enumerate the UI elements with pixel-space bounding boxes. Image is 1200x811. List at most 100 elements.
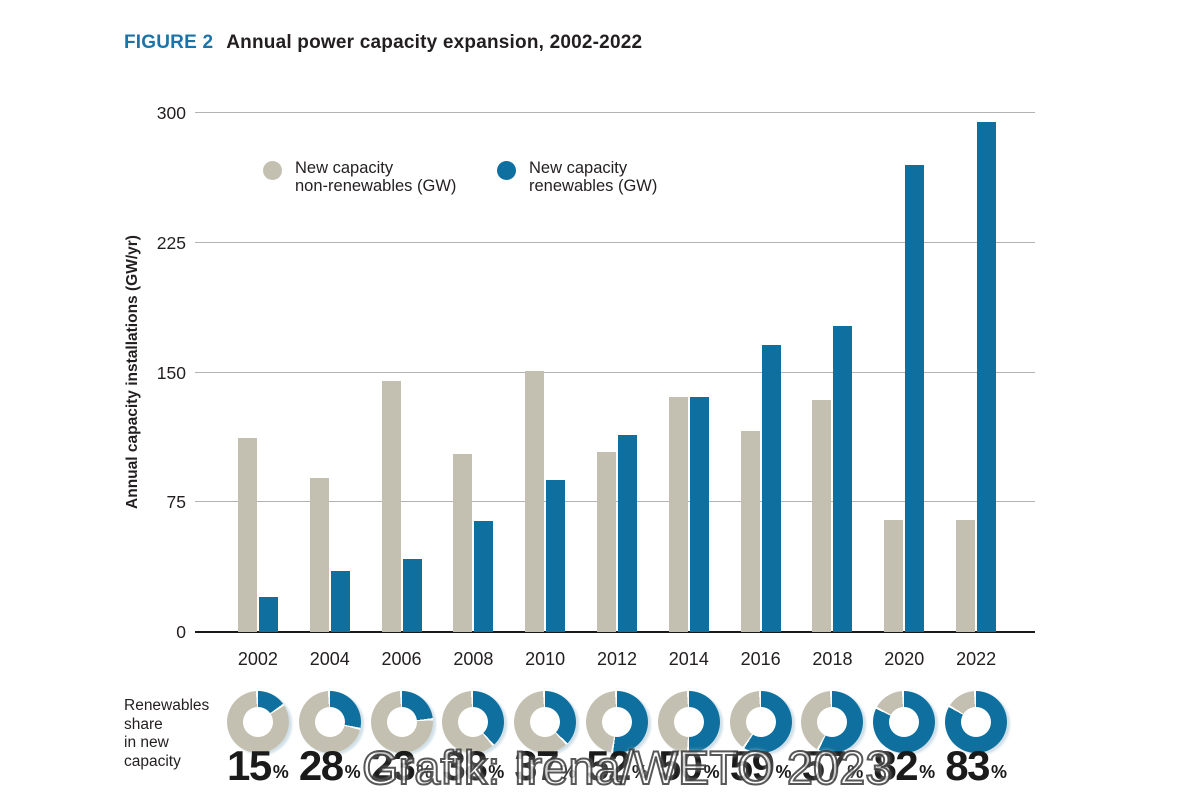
- share-number: 52: [586, 742, 631, 789]
- x-tick-2018: 2018: [812, 649, 853, 669]
- bar-renewables-2014: [689, 396, 709, 632]
- bar-renewables-2012: [617, 434, 637, 632]
- figure-title: FIGURE 2 Annual power capacity expansion…: [124, 32, 642, 54]
- bar-non-renewables-2008: [453, 453, 473, 632]
- renewables-share-value-2012: 52%: [586, 742, 648, 789]
- percent-sign: %: [919, 762, 936, 782]
- bar-non-renewables-2004: [309, 478, 329, 632]
- share-number: 59: [729, 742, 775, 789]
- renewables-share-value-2004: 28%: [298, 742, 361, 789]
- bar-renewables-2022: [977, 121, 997, 632]
- share-number: 28: [298, 742, 344, 789]
- renewables-share-label-line: Renewables: [124, 697, 210, 714]
- renewables-share-value-2020: 82%: [873, 742, 936, 789]
- renewables-share-donut-2020: [873, 691, 936, 753]
- bar-group-2014: [653, 113, 725, 632]
- legend-label-line: New capacity: [529, 159, 628, 177]
- bar-renewables-2020: [905, 164, 925, 632]
- renewables-share-donut-2004: [298, 691, 361, 753]
- percent-sign: %: [560, 762, 577, 782]
- bar-group-2022: [940, 113, 1012, 632]
- donut-hole: [242, 707, 273, 737]
- y-tick-0: 0: [176, 622, 186, 642]
- donut-hole: [817, 707, 848, 737]
- figure-title-text: Annual power capacity expansion, 2002-20…: [226, 32, 643, 53]
- donut-hole: [458, 707, 489, 737]
- x-tick-2004: 2004: [309, 649, 350, 669]
- gridline-300: [195, 112, 1035, 113]
- donut-hole: [530, 707, 561, 737]
- bar-group-2004: [294, 113, 366, 632]
- x-tick-2008: 2008: [453, 649, 494, 669]
- donut-hole: [889, 707, 920, 737]
- x-axis-line: [195, 631, 1035, 633]
- bar-group-2020: [868, 113, 940, 632]
- percent-sign: %: [631, 762, 648, 782]
- bar-non-renewables-2010: [525, 370, 545, 632]
- renewables-share-label: Renewables share in new capacity: [124, 697, 209, 771]
- y-tick-150: 150: [156, 362, 186, 383]
- share-number: 83: [945, 742, 990, 789]
- bars-area: [222, 113, 1012, 632]
- percent-sign: %: [488, 762, 505, 782]
- renewables-share-donut-2018: [801, 691, 864, 753]
- percent-sign: %: [344, 762, 361, 782]
- renewables-share-values: 15% 28% 23% 38% 37% 52% 50% 59% 57% 82% 83%: [222, 742, 1012, 789]
- bar-non-renewables-2002: [237, 438, 257, 632]
- x-tick-2012: 2012: [596, 649, 638, 669]
- bar-group-2016: [725, 113, 797, 632]
- x-tick-2014: 2014: [668, 649, 709, 669]
- renewables-share-donut-2010: [514, 691, 577, 753]
- legend-label-line: New capacity: [295, 159, 394, 177]
- renewables-share-value-2002: 15%: [227, 742, 289, 789]
- y-axis-ticks: 0 75 150 225 300: [138, 103, 186, 642]
- figure-label: FIGURE 2: [124, 32, 214, 53]
- renewables-share-donuts: [222, 691, 1012, 753]
- bar-non-renewables-2006: [381, 381, 401, 632]
- bar-group-2018: [797, 113, 869, 632]
- renewables-share-value-2006: 23%: [370, 742, 433, 789]
- legend-label-non-renewables: New capacity non-renewables (GW): [295, 159, 456, 195]
- renewables-share-label-line: in new: [124, 734, 169, 751]
- share-number: 15: [227, 742, 272, 789]
- x-tick-2016: 2016: [740, 649, 781, 669]
- x-tick-2006: 2006: [381, 649, 422, 669]
- legend-label-line: non-renewables (GW): [295, 177, 457, 195]
- renewables-share-label-line: capacity: [124, 752, 181, 770]
- legend-swatch-renewables-icon: [497, 161, 516, 180]
- legend-item-renewables: New capacity renewables (GW): [497, 159, 657, 195]
- bar-non-renewables-2018: [812, 400, 832, 632]
- renewables-share-donut-2006: [370, 691, 433, 753]
- bar-non-renewables-2020: [884, 519, 904, 632]
- renewables-share-donut-2016: [729, 691, 792, 753]
- renewables-share-donut-2008: [442, 691, 505, 753]
- x-tick-2010: 2010: [525, 649, 566, 669]
- percent-sign: %: [775, 762, 792, 782]
- gridline-225: [195, 241, 1035, 243]
- renewables-share-donut-2002: [226, 691, 289, 753]
- y-tick-225: 225: [156, 232, 186, 253]
- percent-sign: %: [703, 762, 720, 782]
- y-tick-75: 75: [166, 492, 186, 513]
- percent-sign: %: [847, 762, 864, 782]
- share-number: 23: [370, 742, 416, 789]
- bar-renewables-2006: [402, 559, 422, 632]
- gridline-150: [195, 371, 1035, 373]
- bar-group-2010: [509, 113, 581, 632]
- share-number: 82: [873, 742, 918, 789]
- share-number: 57: [801, 742, 847, 789]
- bar-group-2008: [437, 113, 509, 632]
- renewables-share-donut-2022: [945, 691, 1008, 753]
- bar-renewables-2004: [330, 571, 350, 632]
- bar-group-2012: [581, 113, 653, 632]
- donut-hole: [386, 707, 417, 737]
- bar-renewables-2010: [546, 479, 566, 632]
- share-number: 37: [514, 742, 559, 789]
- renewables-share-donut-2012: [585, 691, 648, 753]
- percent-sign: %: [272, 762, 289, 782]
- legend-label-line: renewables (GW): [529, 177, 658, 195]
- legend-item-non-renewables: New capacity non-renewables (GW): [263, 159, 456, 195]
- y-tick-300: 300: [156, 103, 186, 123]
- bar-renewables-2018: [833, 325, 853, 632]
